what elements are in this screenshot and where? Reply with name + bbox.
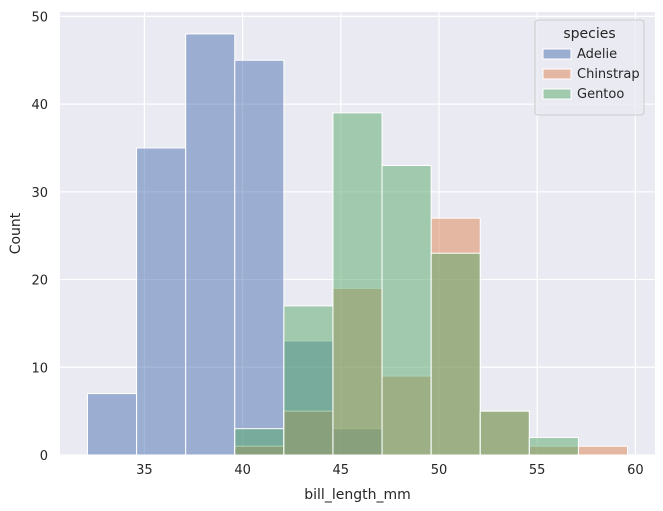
y-axis-ticks: 0 10 20 30 40 50: [31, 10, 48, 464]
legend-label-chinstrap: Chinstrap: [577, 67, 640, 82]
histogram-bars: [86, 33, 629, 456]
y-tick-label: 10: [31, 361, 48, 376]
x-tick-label: 55: [529, 463, 546, 478]
bar-gentoo: [479, 410, 530, 456]
legend: species Adelie Chinstrap Gentoo: [534, 19, 645, 116]
x-axis-ticks: 35 40 45 50 55 60: [136, 463, 643, 478]
bar-chinstrap: [577, 445, 629, 456]
legend-swatch-chinstrap: [542, 68, 572, 80]
x-tick-label: 50: [431, 463, 448, 478]
bar-adelie: [234, 59, 285, 456]
y-tick-label: 30: [31, 186, 48, 201]
y-tick-label: 50: [31, 10, 48, 25]
bar-gentoo: [283, 305, 334, 456]
y-tick-label: 0: [40, 449, 48, 464]
legend-items: Adelie Chinstrap Gentoo: [542, 47, 640, 102]
bar-adelie: [185, 33, 236, 456]
bar-gentoo: [381, 165, 432, 456]
x-tick-label: 60: [627, 463, 644, 478]
x-tick-label: 45: [333, 463, 350, 478]
legend-title: species: [563, 26, 615, 42]
x-axis-label: bill_length_mm: [304, 487, 410, 503]
y-tick-label: 20: [31, 274, 48, 289]
legend-swatch-adelie: [542, 48, 572, 60]
bar-adelie: [86, 393, 138, 456]
x-tick-label: 40: [234, 463, 251, 478]
legend-swatch-gentoo: [542, 88, 572, 100]
x-tick-label: 35: [136, 463, 153, 478]
bar-gentoo: [332, 112, 383, 456]
y-axis-label: Count: [8, 212, 24, 254]
y-tick-label: 40: [31, 98, 48, 113]
bar-gentoo: [528, 436, 579, 456]
bar-adelie: [136, 147, 187, 456]
legend-label-gentoo: Gentoo: [577, 87, 624, 102]
bar-gentoo: [234, 428, 285, 456]
bar-gentoo: [430, 252, 481, 456]
legend-label-adelie: Adelie: [577, 47, 617, 62]
